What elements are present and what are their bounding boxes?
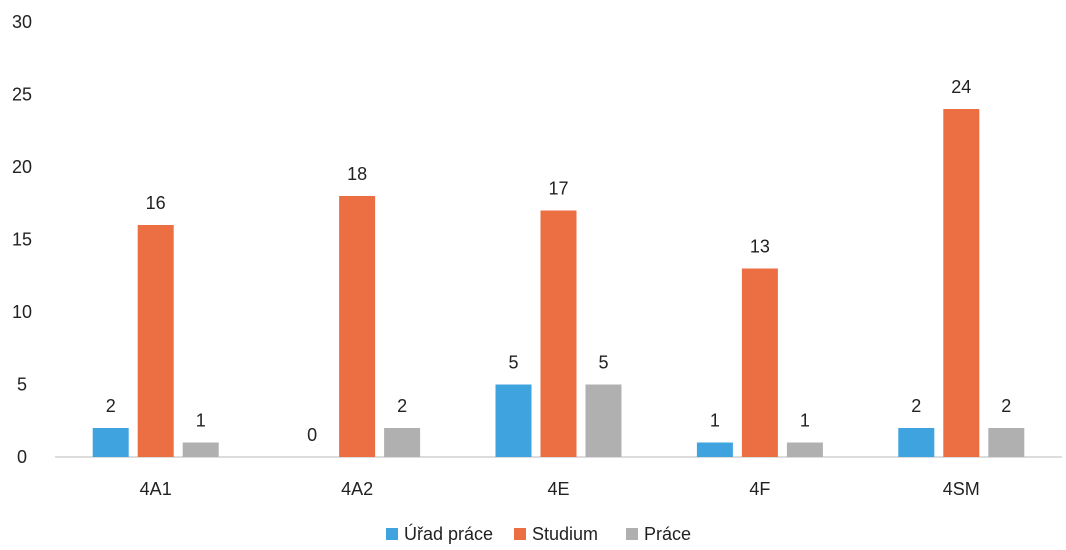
bar-4sm-3 [988,428,1025,457]
bar-4a1-3 [182,442,219,457]
y-axis: 0 5 10 15 20 25 30 [12,12,32,467]
y-tick-label: 10 [12,302,32,322]
data-label: 18 [347,164,367,184]
data-label: 2 [911,396,921,416]
x-category-label: 4F [749,479,770,499]
data-label: 17 [548,179,568,199]
legend-swatch [626,528,638,540]
bar-4e-1 [495,384,532,457]
legend: Úřad práce Studium Práce [386,523,691,544]
bar-4f-1 [696,442,733,457]
data-label: 16 [146,193,166,213]
bars-layer [92,109,1025,457]
legend-label: Studium [532,524,598,544]
x-category-label: 4A1 [140,479,172,499]
y-tick-label: 5 [17,375,27,395]
bar-4a1-1 [92,428,129,457]
data-label: 5 [508,353,518,373]
data-label: 2 [106,396,116,416]
bar-4a2-3 [384,428,421,457]
data-label: 0 [307,425,317,445]
bar-4a2-2 [339,196,376,457]
data-label: 1 [800,411,810,431]
data-labels-layer: 2 16 1 0 18 2 5 17 5 1 13 1 2 24 2 [106,77,1012,445]
data-label: 1 [710,411,720,431]
bar-4e-2 [540,210,577,457]
data-label: 5 [598,353,608,373]
data-label: 2 [397,396,407,416]
x-category-label: 4A2 [341,479,373,499]
data-label: 13 [750,237,770,257]
legend-label: Úřad práce [404,523,493,544]
data-label: 2 [1001,396,1011,416]
x-category-label: 4E [547,479,569,499]
bar-4e-3 [585,384,622,457]
x-category-label: 4SM [943,479,980,499]
bar-4f-3 [786,442,823,457]
legend-swatch [514,528,526,540]
data-label: 24 [951,77,971,97]
data-label: 1 [196,411,206,431]
y-tick-label: 15 [12,230,32,250]
y-tick-label: 0 [17,447,27,467]
bar-4sm-1 [898,428,935,457]
y-tick-label: 20 [12,157,32,177]
legend-label: Práce [644,524,691,544]
y-tick-label: 30 [12,12,32,32]
legend-swatch [386,528,398,540]
bar-4f-2 [741,268,778,457]
y-tick-label: 25 [12,85,32,105]
bar-4sm-2 [943,109,980,457]
x-axis: 4A1 4A2 4E 4F 4SM [140,479,980,499]
bar-4a1-2 [137,225,174,457]
